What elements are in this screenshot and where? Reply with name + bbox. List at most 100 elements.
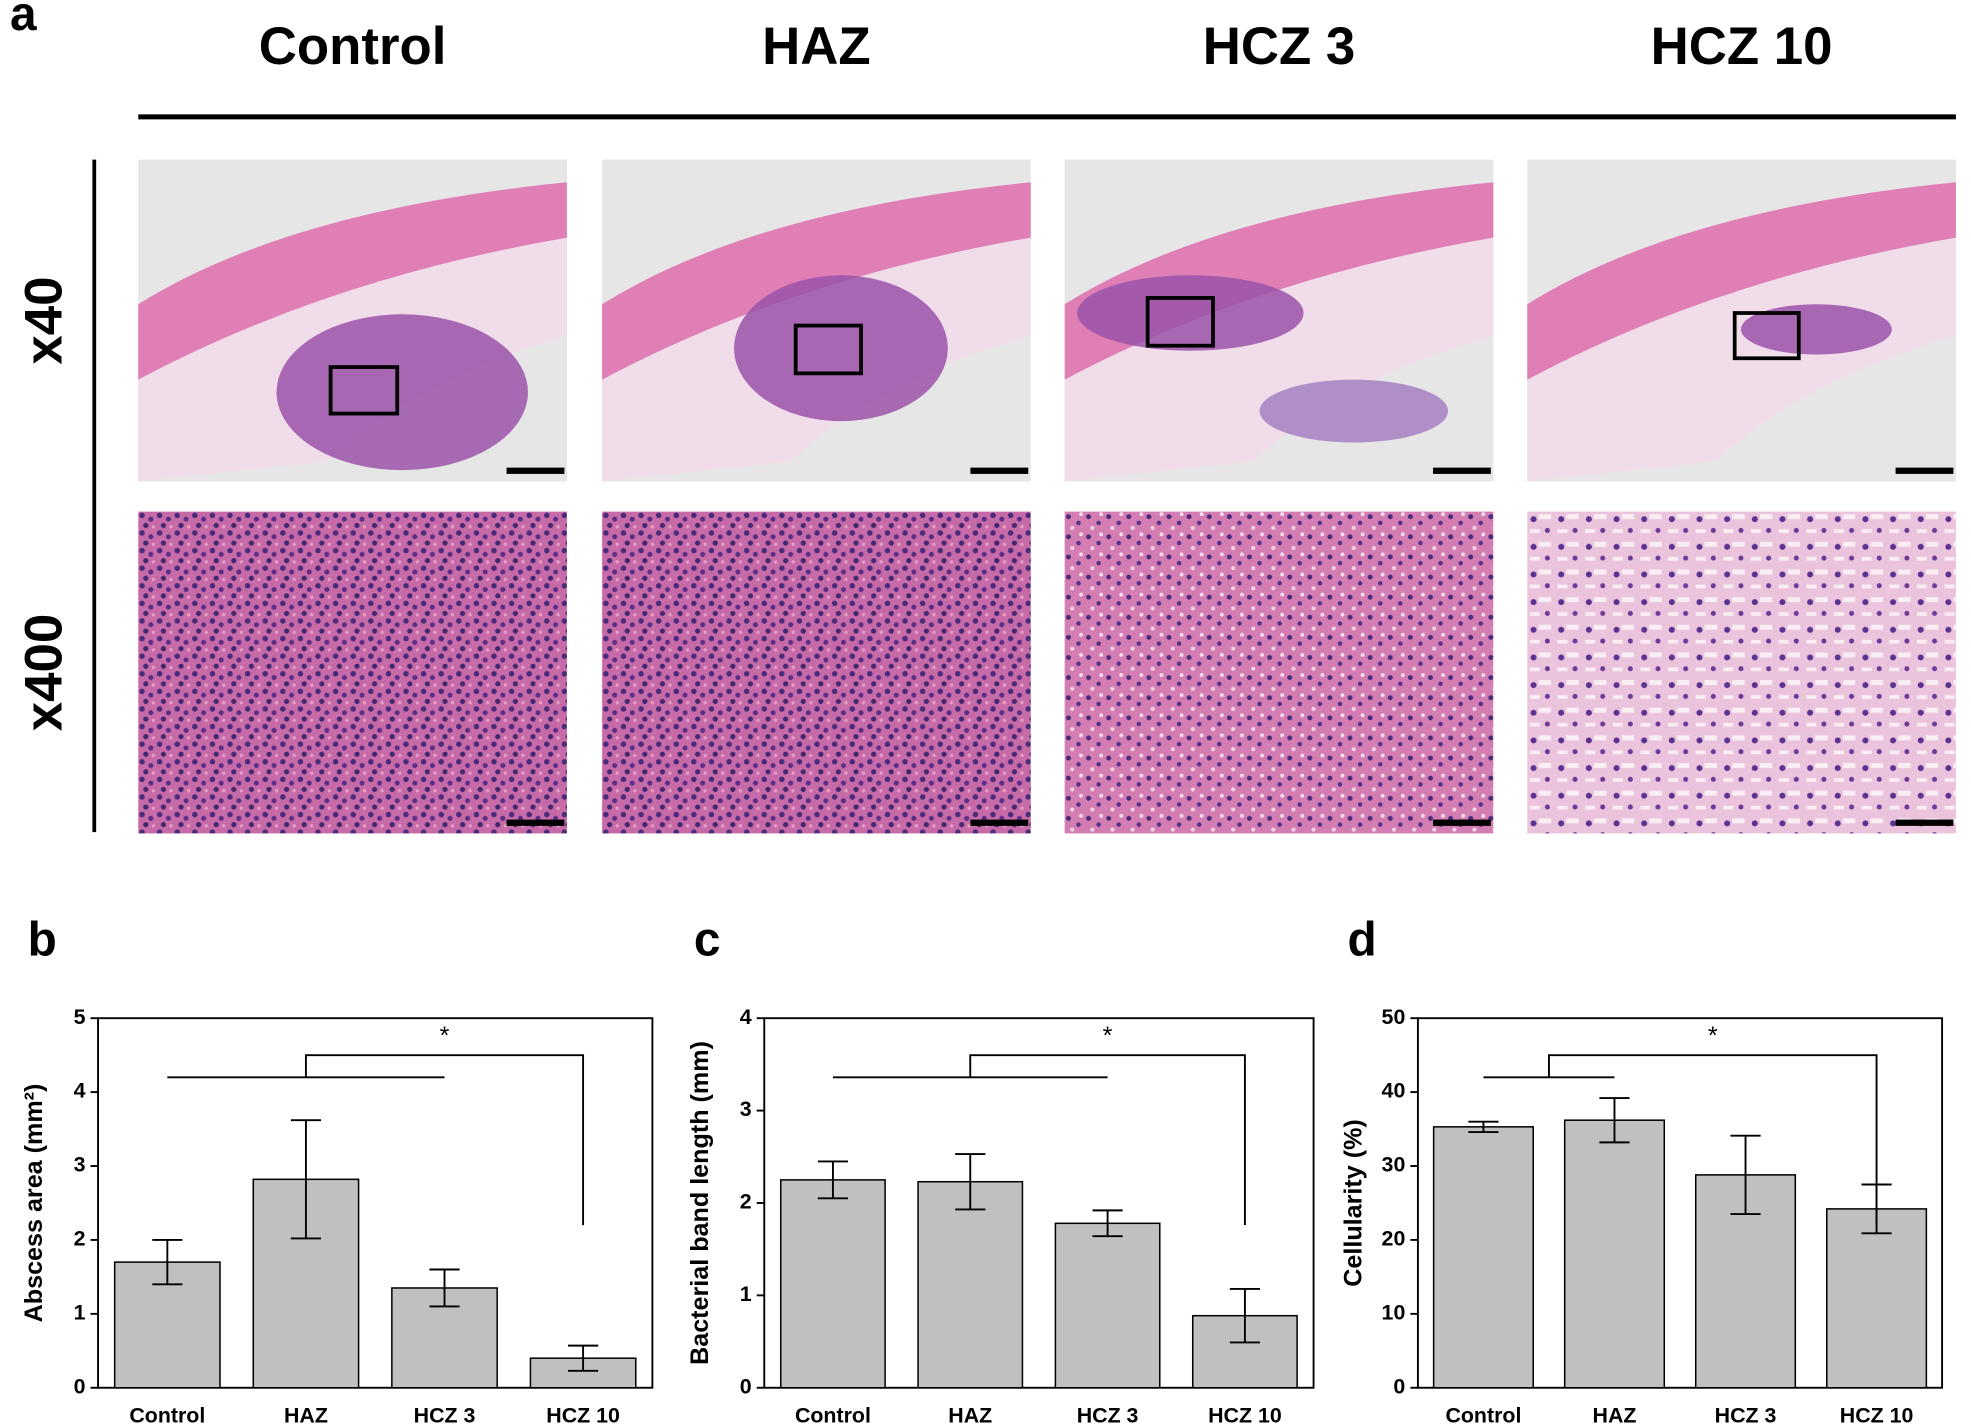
panel-label: b [28, 913, 57, 966]
low-mag-image [138, 159, 567, 482]
bar [1826, 1208, 1928, 1389]
abscess [276, 314, 528, 471]
significance-bracket [167, 1054, 585, 1226]
x-tick-label: HCZ 10 [1208, 1403, 1282, 1427]
y-tick-label: 4 [740, 1005, 752, 1029]
y-axis-label: Cellularity (%) [1340, 1119, 1368, 1287]
column-header: HCZ 10 [1651, 17, 1833, 76]
roi-box [793, 323, 863, 376]
significance-bracket [1483, 1054, 1878, 1226]
image-bg [1064, 511, 1494, 834]
abscess [1077, 275, 1304, 351]
epidermis [138, 182, 567, 380]
panel-label: c [694, 913, 721, 966]
x-tick-label: HCZ 3 [1077, 1403, 1139, 1427]
image-bg [138, 511, 567, 834]
y-tick-label: 1 [74, 1300, 86, 1324]
x-tick-label: Control [129, 1403, 205, 1427]
error-bar [1599, 1097, 1630, 1144]
dermis [1064, 237, 1494, 482]
scale-bar [506, 467, 565, 474]
x-tick-label: HCZ 10 [1840, 1403, 1914, 1427]
low-mag-image [602, 159, 1031, 482]
scale-bar [970, 467, 1029, 474]
significance-marker: * [440, 1022, 450, 1050]
high-mag-image [602, 511, 1031, 834]
bar [917, 1180, 1024, 1389]
abscess [1740, 304, 1892, 355]
significance-marker: * [1708, 1022, 1718, 1050]
error-bar [955, 1153, 986, 1211]
error-bar [1730, 1134, 1761, 1216]
y-tick-label: 0 [74, 1374, 86, 1398]
histology-panels: Control HAZ HCZ 3 HCZ 10 x40 x400 [15, 17, 1956, 834]
error-bar [1229, 1287, 1261, 1344]
y-tick-label: 3 [74, 1153, 86, 1177]
y-tick-label: 50 [1382, 1005, 1406, 1029]
x-tick-label: HAZ [284, 1403, 328, 1427]
error-bar [429, 1268, 460, 1308]
y-tick-label: 3 [740, 1097, 752, 1121]
x-tick-label: Control [795, 1403, 871, 1427]
panel-label: a [10, 0, 37, 41]
tissue-fold [1259, 379, 1449, 443]
low-mag-image [1064, 159, 1494, 482]
y-tick-label: 2 [740, 1190, 752, 1214]
bar [779, 1179, 886, 1389]
scale-bar [1432, 819, 1491, 826]
row-label: x400 [15, 614, 74, 731]
roi-box [1145, 296, 1215, 348]
error-bar [290, 1119, 322, 1240]
low-mag-image [1527, 159, 1956, 482]
error-bar [1468, 1120, 1499, 1133]
x-tick-label: HCZ 10 [546, 1403, 620, 1427]
panel-label: d [1348, 913, 1377, 966]
roi-box [1732, 311, 1801, 361]
high-mag-image [138, 511, 567, 834]
plot-frame [97, 1017, 654, 1389]
y-tick-label: 20 [1382, 1227, 1406, 1251]
error-bar [152, 1238, 183, 1286]
x-tick-label: HAZ [948, 1403, 992, 1427]
significance-bracket [832, 1054, 1246, 1226]
y-tick-label: 10 [1382, 1300, 1406, 1324]
bar [1563, 1119, 1666, 1389]
y-tick-label: 1 [740, 1282, 752, 1306]
x-tick-label: HAZ [1593, 1403, 1637, 1427]
image-bg [602, 511, 1031, 834]
column-header: Control [259, 17, 447, 76]
y-tick-label: 40 [1382, 1079, 1406, 1103]
error-bar [1092, 1209, 1123, 1238]
row-label: x40 [15, 277, 74, 365]
high-mag-image [1064, 511, 1494, 834]
plot-frame [1416, 1017, 1944, 1389]
x-tick-label: HCZ 3 [1715, 1403, 1777, 1427]
column-header: HAZ [762, 17, 870, 76]
scale-bar [1432, 467, 1491, 474]
roi-box [328, 365, 400, 416]
image-bg [1527, 511, 1956, 834]
y-axis-label: Abscess area (mm²) [20, 1084, 48, 1323]
error-bar [568, 1344, 599, 1372]
y-tick-label: 5 [74, 1005, 86, 1029]
y-tick-label: 0 [740, 1374, 752, 1398]
significance-marker: * [1103, 1022, 1113, 1050]
y-tick-label: 4 [74, 1079, 86, 1103]
y-tick-label: 30 [1382, 1153, 1406, 1177]
scale-bar [1895, 467, 1954, 474]
column-header: HCZ 3 [1203, 17, 1356, 76]
bar [1432, 1126, 1534, 1389]
charts: b 0 1 2 3 4 5 Abscess area (mm²) Control HAZ HCZ 3… [20, 913, 1944, 1427]
y-axis-label: Bacterial band length (mm) [686, 1041, 714, 1365]
scale-bar [970, 819, 1029, 826]
x-tick-label: Control [1445, 1403, 1521, 1427]
bar [1054, 1222, 1161, 1389]
scale-bar [506, 819, 565, 826]
abscess [734, 275, 948, 422]
high-mag-image [1527, 511, 1956, 834]
epidermis [1527, 182, 1956, 380]
error-bar [817, 1160, 849, 1200]
y-tick-label: 0 [1393, 1374, 1405, 1398]
epidermis [1064, 182, 1494, 380]
